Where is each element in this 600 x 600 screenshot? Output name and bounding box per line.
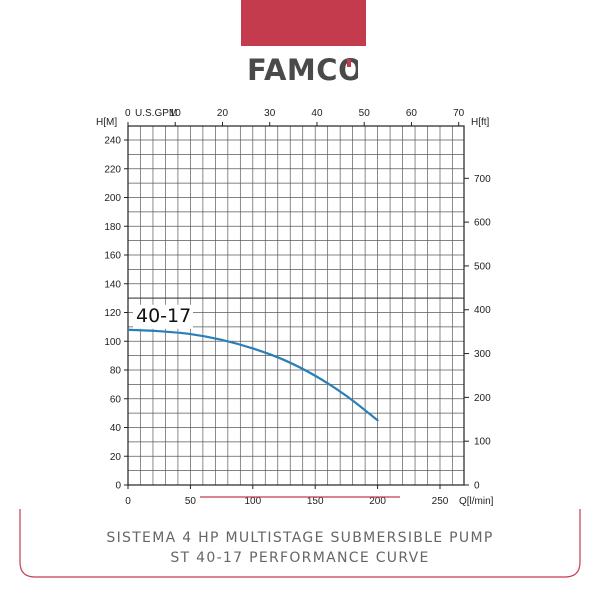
right-tick-label: 400 xyxy=(474,305,491,316)
y-tick-label: 20 xyxy=(110,452,122,463)
x-tick-label: 100 xyxy=(244,496,261,507)
series-label: 40-17 xyxy=(136,305,191,327)
y-tick-label: 40 xyxy=(110,423,122,434)
y-tick-label: 100 xyxy=(104,337,121,348)
x-tick-label: 0 xyxy=(125,496,131,507)
grid-layer xyxy=(128,126,464,485)
x-tick-label: 50 xyxy=(185,496,197,507)
right-tick-label: 0 xyxy=(474,481,480,492)
y-tick-label: 200 xyxy=(104,193,121,204)
logo-text: FAMCO xyxy=(247,53,358,87)
y-tick-label: 240 xyxy=(104,136,121,147)
top-tick-label: 30 xyxy=(264,108,276,119)
y-tick-label: 140 xyxy=(104,279,121,290)
top-tick-label: 20 xyxy=(217,108,229,119)
top-tick-label: 10 xyxy=(170,108,182,119)
series-line-40-17 xyxy=(126,328,379,422)
brand-color-band xyxy=(241,0,366,46)
famco-logo: FAMCO xyxy=(247,53,358,87)
top-axis-label: U.S.GPM xyxy=(135,108,177,119)
right-tick-label: 300 xyxy=(474,349,491,360)
x-tick-label: 200 xyxy=(369,496,386,507)
right-tick-label: 600 xyxy=(474,218,491,229)
y-tick-label: 60 xyxy=(110,394,122,405)
series-label-bg xyxy=(133,304,193,329)
x-tick-label: 150 xyxy=(307,496,324,507)
y-tick-label: 180 xyxy=(104,222,121,233)
y-tick-label: 80 xyxy=(110,366,122,377)
right-tick-label: 700 xyxy=(474,174,491,185)
y-tick-label: 220 xyxy=(104,164,121,175)
top-tick-label: 0 xyxy=(125,108,131,119)
y-axis-title: H[M] xyxy=(96,117,117,128)
right-tick-label: 500 xyxy=(474,261,491,272)
plot-frame xyxy=(127,125,465,486)
x-axis-title: Q[l/min] xyxy=(459,496,494,507)
caption-line-2: ST 40-17 PERFORMANCE CURVE xyxy=(170,550,430,566)
top-tick-label: 60 xyxy=(406,108,418,119)
top-tick-label: 50 xyxy=(359,108,371,119)
y-tick-label: 120 xyxy=(104,308,121,319)
y-tick-label: 0 xyxy=(115,481,121,492)
right-tick-label: 100 xyxy=(474,437,491,448)
caption-line-1: SISTEMA 4 HP MULTISTAGE SUBMERSIBLE PUMP xyxy=(106,530,494,546)
top-tick-label: 70 xyxy=(453,108,465,119)
axis-layer xyxy=(124,122,469,489)
x-tick-label: 250 xyxy=(432,496,449,507)
y-axis-title-right: H[ft] xyxy=(471,117,490,128)
right-tick-label: 200 xyxy=(474,393,491,404)
logo-accent-mark xyxy=(347,59,351,67)
series-layer: 40-17 xyxy=(126,304,379,422)
y-tick-label: 160 xyxy=(104,251,121,262)
top-tick-label: 40 xyxy=(311,108,323,119)
chart-caption: SISTEMA 4 HP MULTISTAGE SUBMERSIBLE PUMP… xyxy=(0,528,600,568)
